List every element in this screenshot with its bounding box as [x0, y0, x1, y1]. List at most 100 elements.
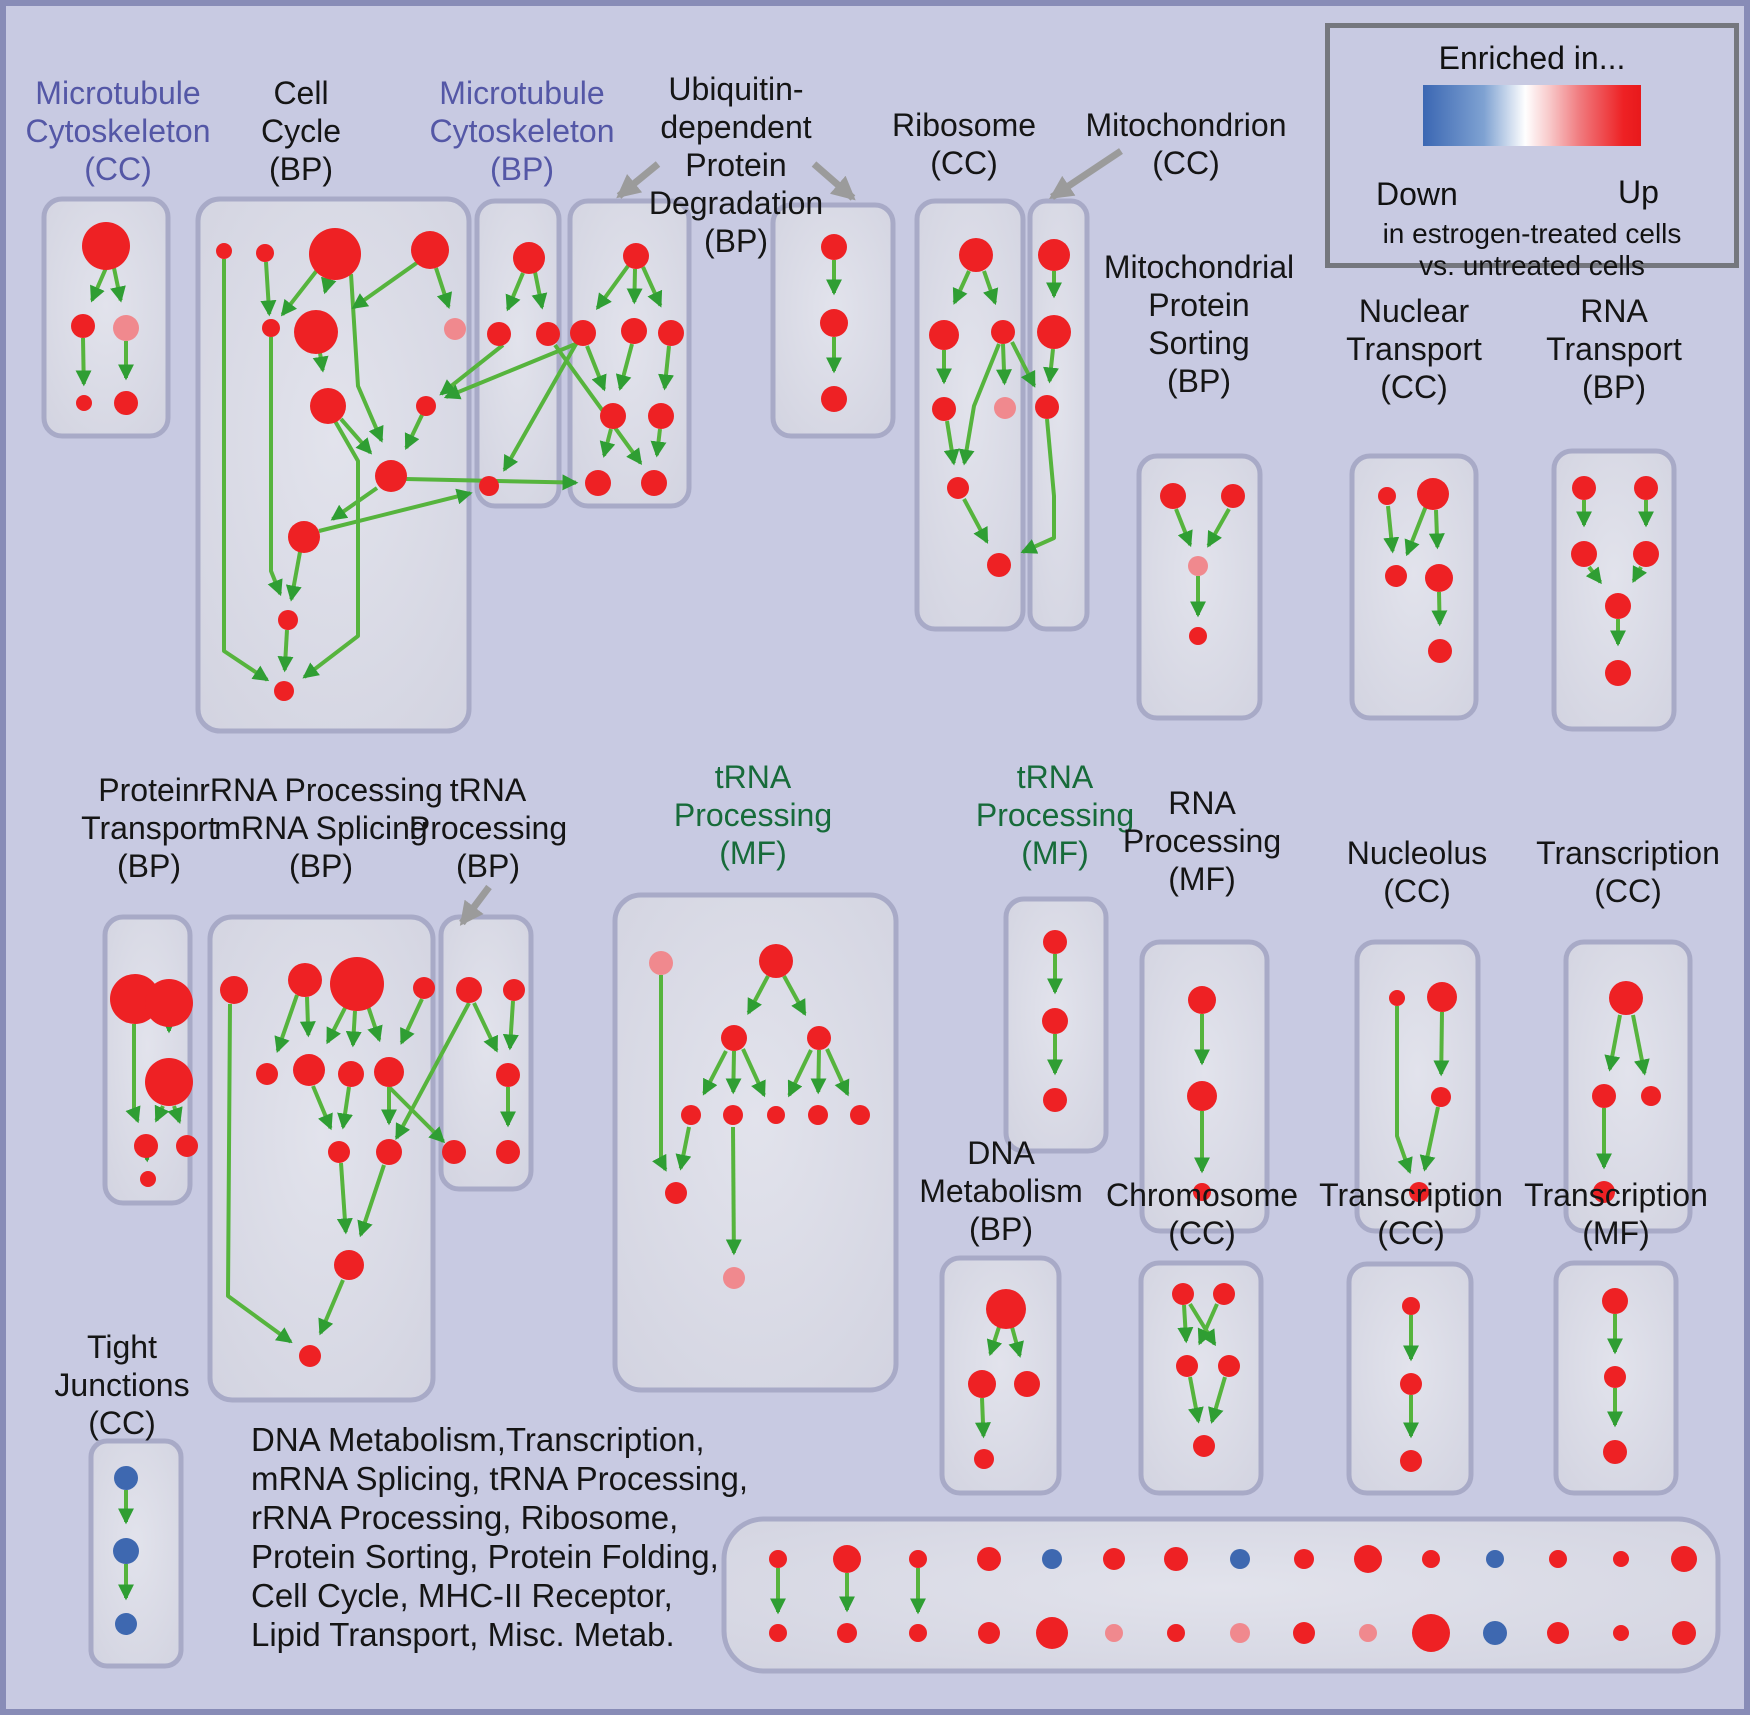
relation-arrow	[299, 996, 316, 1038]
relation-arrow	[505, 272, 525, 312]
go-term-node	[759, 944, 793, 978]
relation-arrow	[357, 1164, 386, 1238]
go-term-node	[376, 1139, 402, 1165]
relation-arrow	[1174, 508, 1193, 548]
go-term-node	[1427, 982, 1457, 1012]
relation-arrow	[1631, 565, 1648, 584]
relation-arrow	[553, 343, 643, 465]
go-term-node	[1431, 1087, 1451, 1107]
relation-arrow	[641, 266, 663, 308]
go-term-node	[1213, 1283, 1235, 1305]
go-term-node	[1103, 1548, 1125, 1570]
relation-arrow	[267, 337, 283, 597]
relation-arrow	[825, 1048, 850, 1097]
go-term-node	[1042, 1549, 1062, 1569]
go-term-node	[444, 318, 466, 340]
relation-arrow	[1008, 1326, 1024, 1358]
go-term-node	[1571, 541, 1597, 567]
go-term-node	[1036, 1617, 1068, 1649]
go-term-node	[1105, 1624, 1123, 1642]
relation-arrow	[339, 417, 373, 455]
go-term-node	[496, 1140, 520, 1164]
go-term-node	[513, 242, 545, 274]
relation-arrow	[650, 428, 667, 458]
go-term-node	[1486, 1550, 1504, 1568]
network-graph	[41, 148, 1721, 1674]
go-term-node	[807, 1026, 831, 1050]
cluster-box-nucleolus-cc	[1354, 939, 1481, 1234]
relation-arrow	[336, 1162, 353, 1235]
go-term-node	[1609, 981, 1643, 1015]
pointer-ubiquitin-left-icon	[616, 161, 661, 199]
go-term-node	[769, 1624, 787, 1642]
go-term-node	[641, 470, 667, 496]
go-term-node	[1164, 1547, 1188, 1571]
legend-title: Enriched in...	[1438, 40, 1626, 76]
go-term-node	[134, 1134, 158, 1158]
go-term-node	[723, 1267, 745, 1289]
go-term-node	[1043, 1088, 1067, 1112]
relation-arrow	[330, 486, 379, 521]
go-term-node	[978, 1622, 1000, 1644]
relation-arrow	[1208, 1376, 1227, 1424]
go-term-node	[256, 1063, 278, 1085]
go-term-node	[991, 320, 1015, 344]
go-term-node	[1425, 564, 1453, 592]
relation-arrow	[502, 343, 578, 472]
go-term-node	[947, 477, 969, 499]
go-term-node	[256, 244, 274, 262]
go-term-node	[1549, 1550, 1567, 1568]
relation-arrow	[787, 1049, 813, 1098]
go-term-node	[929, 320, 959, 350]
relation-arrow	[782, 975, 807, 1016]
go-term-node	[413, 977, 435, 999]
relation-arrow	[154, 1104, 170, 1123]
relation-arrow	[943, 420, 960, 466]
go-term-node	[1176, 1355, 1198, 1377]
pointer-mitochondrion-icon	[1049, 148, 1123, 200]
go-term-node	[1354, 1545, 1382, 1573]
relation-arrow	[974, 1397, 991, 1439]
go-term-node	[1593, 1181, 1615, 1203]
go-term-node	[1602, 1288, 1628, 1314]
go-term-node	[1014, 1371, 1040, 1397]
go-term-node	[416, 396, 436, 416]
go-term-node	[1400, 1373, 1422, 1395]
go-term-node	[1633, 541, 1659, 567]
go-term-node	[1605, 593, 1631, 619]
go-term-node	[310, 388, 346, 424]
go-term-node	[1043, 930, 1067, 954]
go-term-node	[1634, 476, 1658, 500]
relation-arrow	[1020, 418, 1056, 554]
relation-arrow	[746, 975, 770, 1015]
legend-up-label: Up	[1618, 174, 1659, 210]
pointer-ubiquitin-right-icon	[811, 161, 856, 201]
relation-arrow	[90, 267, 108, 303]
relation-arrow	[394, 1002, 471, 1141]
go-term-node	[968, 1370, 996, 1398]
relation-arrow	[167, 1105, 183, 1125]
go-term-node	[338, 1061, 364, 1087]
relation-arrow	[325, 1005, 348, 1045]
go-term-node	[411, 231, 449, 269]
go-term-node	[113, 315, 139, 341]
go-term-node	[456, 977, 482, 1003]
go-term-node	[288, 963, 322, 997]
go-term-node	[1603, 1440, 1627, 1464]
relation-arrow	[585, 345, 607, 392]
relation-arrow	[311, 1085, 333, 1131]
go-term-node	[330, 957, 384, 1011]
go-term-node	[1389, 990, 1405, 1006]
go-term-node	[71, 314, 95, 338]
relation-arrow	[986, 1326, 1003, 1357]
relation-arrow	[1604, 1014, 1622, 1072]
go-term-node	[1409, 1182, 1429, 1202]
relation-arrow	[110, 267, 126, 303]
go-term-node	[299, 1345, 321, 1367]
relation-arrow	[741, 1048, 766, 1098]
relation-arrow	[351, 260, 420, 310]
relation-arrow	[274, 994, 299, 1054]
relation-arrow	[1043, 348, 1059, 384]
go-term-node	[1230, 1623, 1250, 1643]
